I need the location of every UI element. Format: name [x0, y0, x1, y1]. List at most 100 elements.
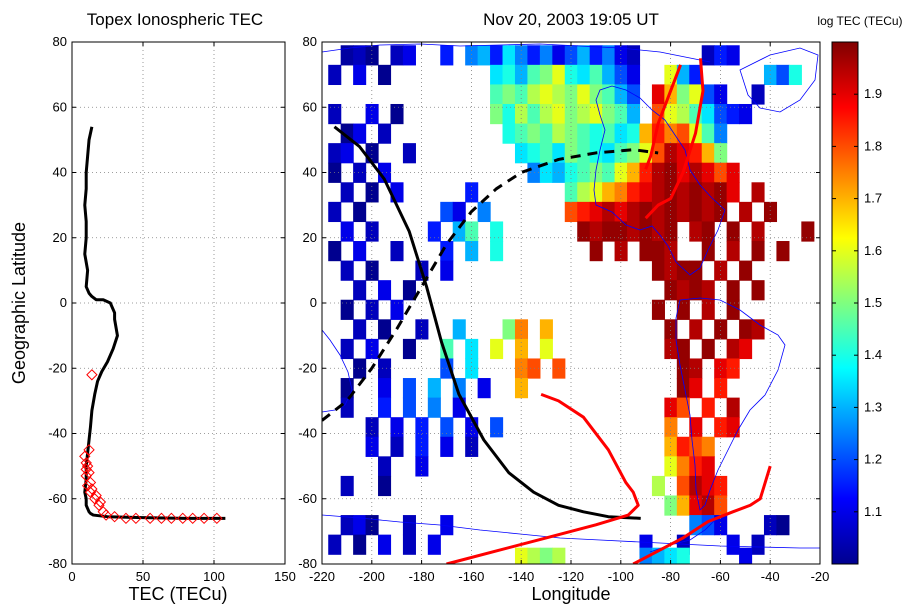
tec-diamond-marker [93, 499, 105, 511]
tec-cell [490, 417, 504, 438]
colorbar-tick-label: 1.2 [864, 452, 882, 467]
tec-cell [676, 436, 690, 457]
left-y-tick-label: 80 [53, 34, 67, 49]
tec-cell [340, 45, 354, 66]
tec-cell [390, 103, 404, 125]
tec-cell [614, 221, 628, 242]
tec-cell [726, 299, 740, 320]
tec-cell [664, 201, 678, 223]
tec-cell [514, 319, 529, 340]
tec-cell [477, 201, 491, 223]
map-x-tick-label: -120 [558, 569, 584, 584]
tec-cell [390, 436, 404, 457]
tec-cell [651, 143, 665, 164]
tec-cell [353, 241, 367, 262]
tec-cell [639, 241, 653, 262]
tec-cell [589, 241, 603, 262]
tec-cell [676, 456, 690, 477]
tec-cell [676, 123, 690, 144]
tec-cell [689, 417, 703, 438]
tec-cell [514, 358, 529, 379]
tec-cell [564, 162, 578, 183]
colorbar-tick-label: 1.1 [864, 504, 882, 519]
tec-cell [328, 103, 342, 125]
left-x-tick-label: 50 [136, 569, 150, 584]
tec-cell [701, 123, 715, 144]
tec-cell [701, 495, 715, 516]
map-x-tick-label: -100 [608, 569, 634, 584]
tec-cell [701, 103, 715, 125]
tec-diamond-marker [80, 470, 92, 482]
left-x-tick-label: 0 [68, 569, 75, 584]
tec-cell [714, 123, 728, 144]
left-x-tick-label: 150 [274, 569, 296, 584]
tec-cell [602, 123, 616, 144]
tec-cell [676, 103, 690, 125]
tec-cell [801, 221, 815, 242]
tec-cell [427, 397, 441, 418]
tec-cell [514, 123, 529, 144]
tec-profile-line [83, 126, 226, 520]
tec-cell [378, 456, 392, 477]
tec-cell [577, 201, 591, 223]
tec-cell [664, 143, 678, 164]
tec-cell [527, 547, 541, 564]
tec-cell [552, 45, 566, 66]
tec-cell [589, 162, 603, 183]
colorbar-tick-label: 1.4 [864, 347, 882, 362]
map-y-tick-label: 20 [303, 230, 317, 245]
tec-diamond-marker [83, 444, 95, 456]
map-plot-panel: -220 -200 -180 -160 -140 -120 -100 -80 -60 -40 -20… [298, 10, 829, 604]
tec-cell [477, 378, 491, 399]
tec-cell [664, 221, 678, 242]
tec-cell [465, 221, 479, 242]
tec-cell [714, 162, 728, 183]
tec-cell [402, 338, 416, 360]
tec-cell [714, 515, 728, 536]
ground-track-line [333, 125, 641, 520]
tec-cell [527, 45, 541, 66]
tec-diamond-marker [198, 512, 210, 525]
terminator-line [644, 58, 705, 220]
tec-cell [465, 241, 479, 262]
tec-diamond-marker [86, 369, 98, 381]
left-grid [72, 42, 285, 564]
tec-cell [602, 45, 616, 66]
tec-cell [627, 64, 641, 86]
tec-cell [390, 299, 404, 320]
tec-cell [402, 534, 416, 555]
tec-cell [365, 338, 379, 360]
tec-cell [378, 280, 392, 301]
tec-cell [776, 515, 790, 536]
colorbar-ticks: 1.1 1.2 1.3 1.4 1.5 1.6 1.7 1.8 1.9 [832, 86, 882, 519]
map-y-tick-label: 0 [310, 295, 317, 310]
map-x-tick-label: -140 [508, 569, 534, 584]
tec-cell [340, 182, 354, 203]
tec-cell [502, 84, 516, 105]
tec-cell [577, 103, 591, 125]
tec-cell [365, 221, 379, 242]
tec-cell [664, 319, 678, 340]
left-ticks: 0 50 100 150 -80 -60 -40 -20 0 20 40 60 80 [48, 34, 296, 584]
tec-diamond-marker [80, 457, 92, 469]
tec-cell [539, 123, 553, 144]
tec-cell [365, 299, 379, 320]
tec-cell [689, 182, 703, 203]
tec-cell [452, 319, 466, 340]
terminator-line [644, 64, 682, 170]
colorbar-label: log TEC (TECu) [817, 14, 902, 28]
tec-cell [701, 182, 715, 203]
tec-cell [490, 338, 504, 360]
tec-cell [564, 45, 578, 66]
tec-cell [689, 64, 703, 86]
tec-cell [539, 338, 553, 360]
tec-cell [701, 280, 715, 301]
tec-cell [627, 143, 641, 164]
tec-cell [614, 182, 628, 203]
tec-cell [340, 397, 354, 418]
tec-cell [365, 417, 379, 438]
tec-cell [651, 475, 665, 497]
map-ticks: -220 -200 -180 -160 -140 -120 -100 -80 -60 -40 -20… [298, 34, 829, 584]
tec-cell [651, 103, 665, 125]
tec-cell [552, 103, 566, 125]
